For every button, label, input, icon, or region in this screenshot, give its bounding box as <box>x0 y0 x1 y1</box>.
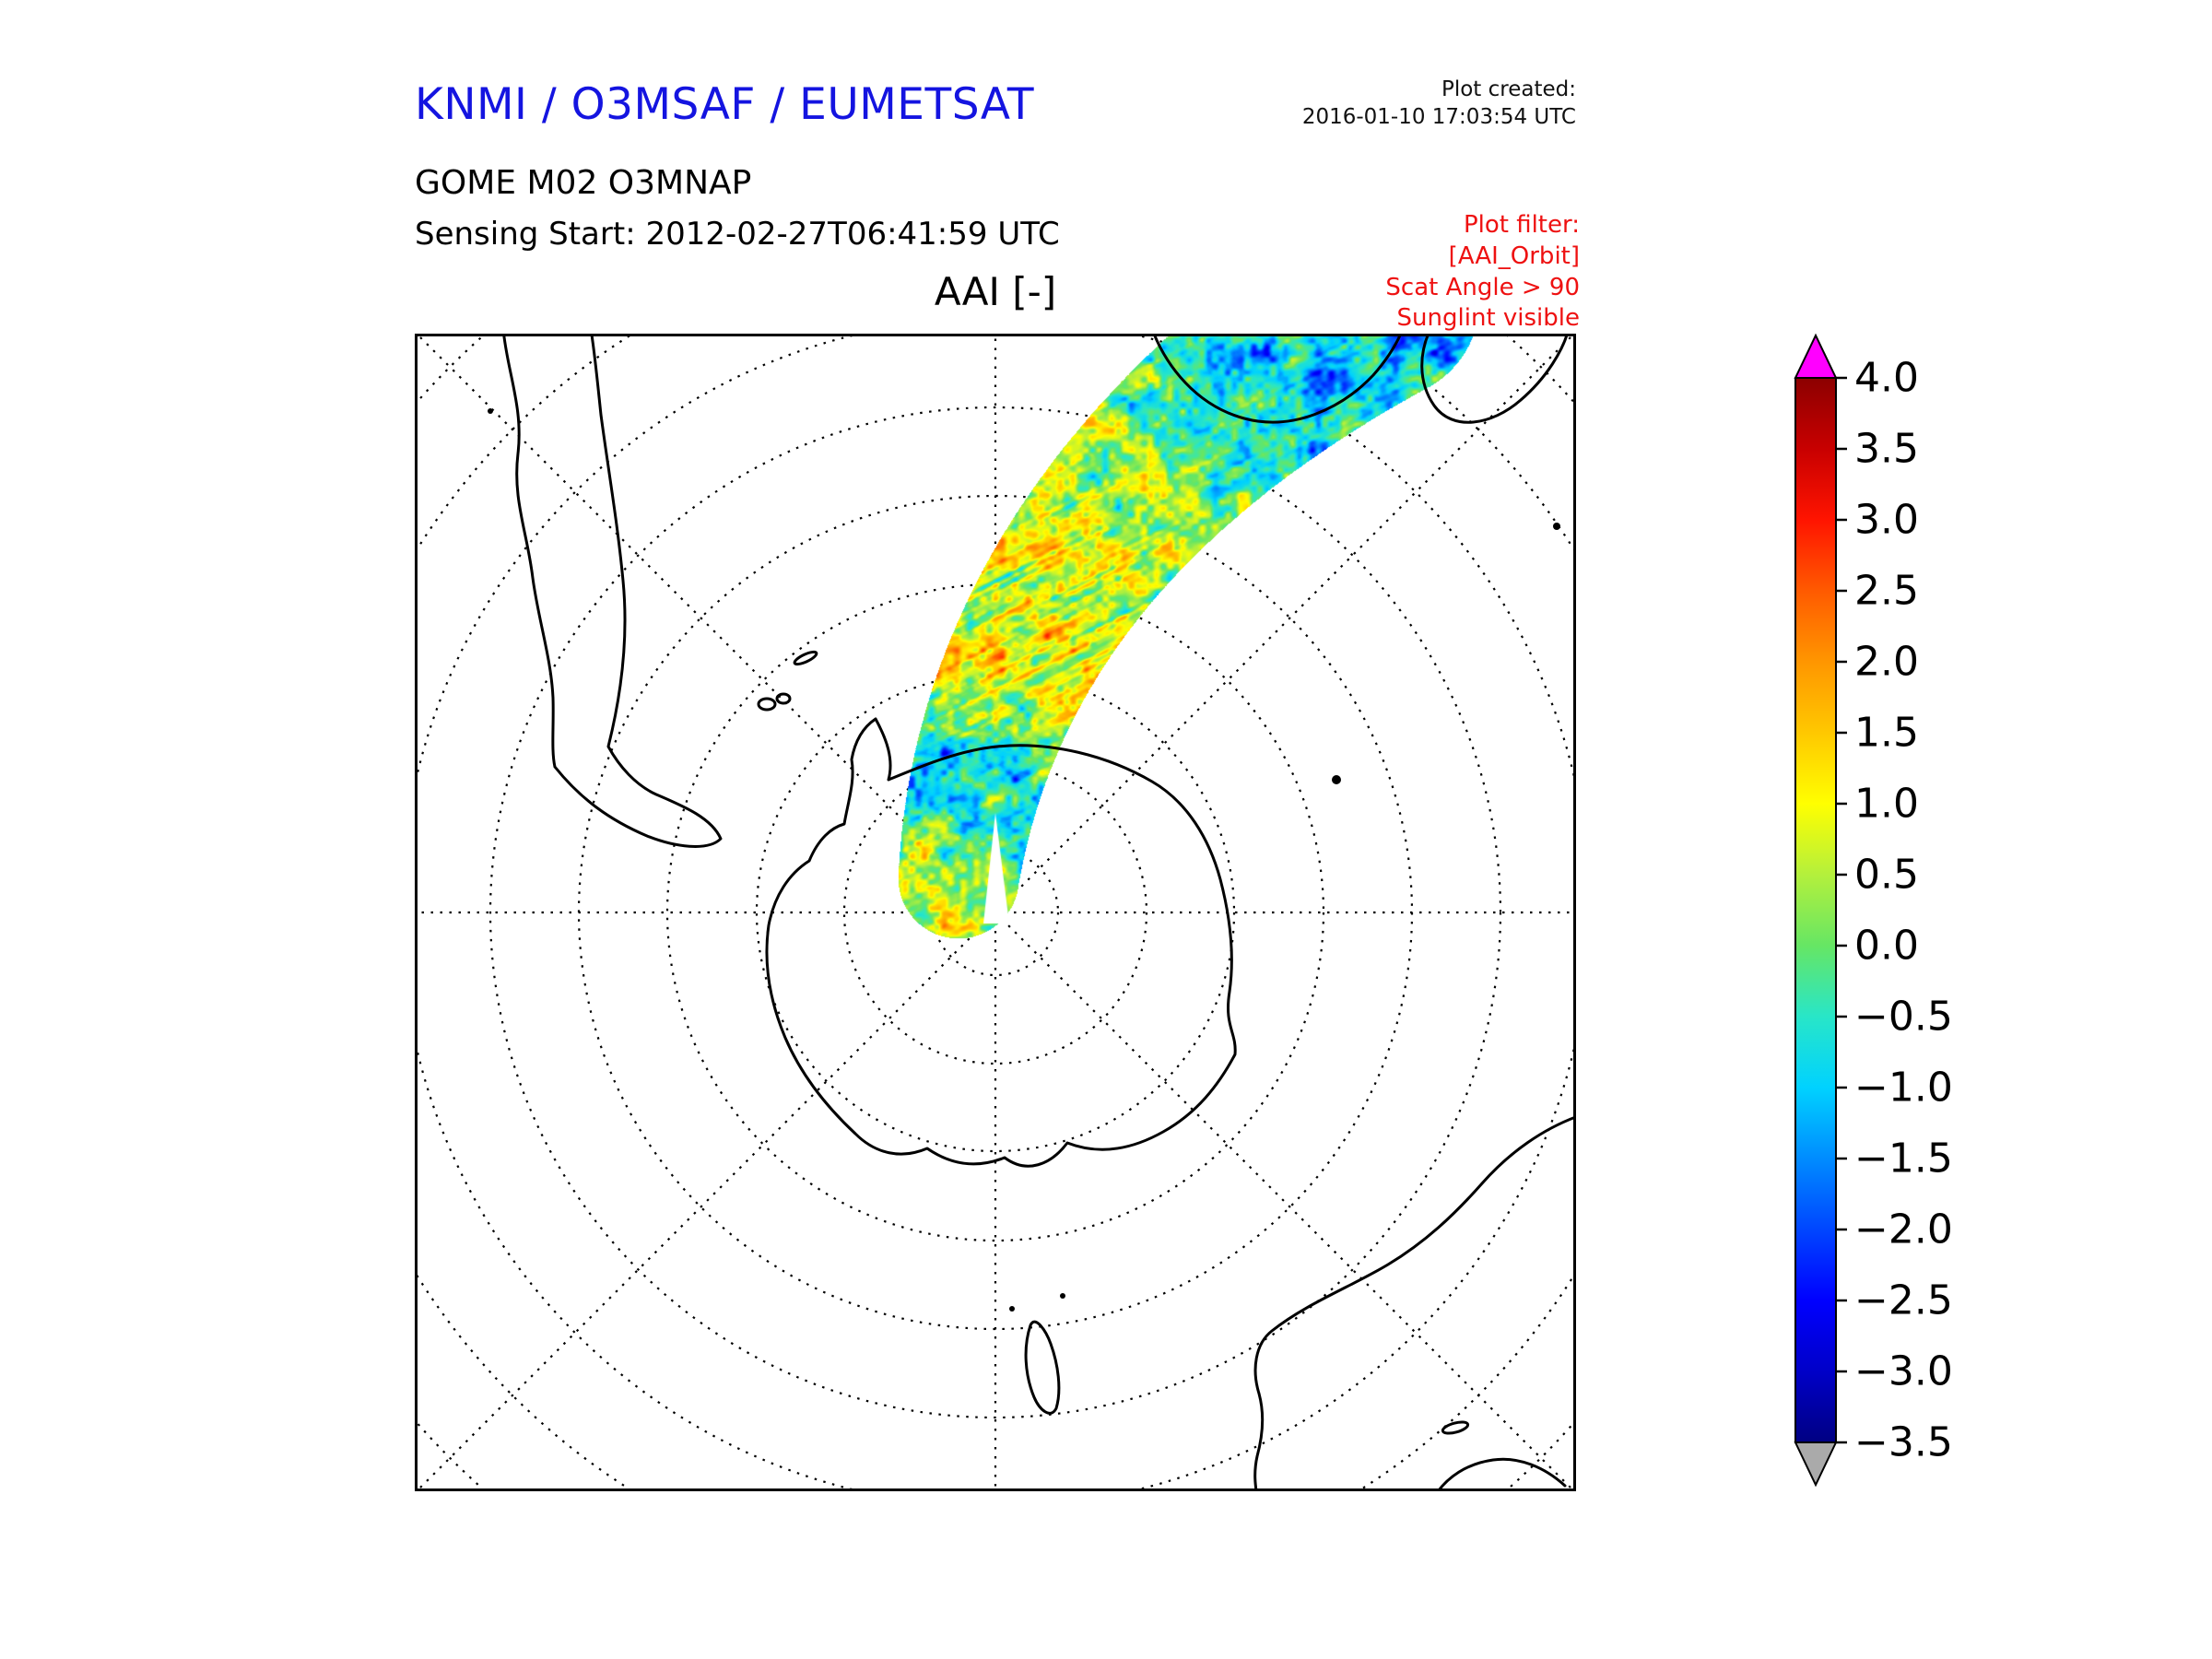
colorbar: 4.0 3.5 3.0 2.5 2.0 1.5 1.0 0.5 0.0 −0.5 −1.0 −1.5 −… <box>1794 333 1953 1488</box>
island-falkland <box>775 692 792 705</box>
colorbar-tick-label: 4.0 <box>1854 355 1919 402</box>
island-small <box>1553 523 1560 530</box>
instrument-line: GOME M02 O3MNAP <box>415 164 752 202</box>
colorbar-tick-label: −1.0 <box>1854 1065 1953 1112</box>
colorbar-tick-label: −2.5 <box>1854 1277 1953 1324</box>
coast-antarctica <box>765 717 1237 1168</box>
colorbar-tick-label: −1.5 <box>1854 1135 1953 1182</box>
map-frame <box>415 334 1576 1491</box>
plot-created-timestamp: 2016-01-10 17:03:54 UTC <box>1301 105 1576 130</box>
colorbar-tick-label: 3.5 <box>1854 426 1919 473</box>
island-falkland <box>757 697 777 712</box>
coast-australia-se <box>1436 1457 1567 1491</box>
coastlines <box>415 334 1576 1491</box>
plot-filter-line: Sunglint visible <box>1396 304 1580 333</box>
plot-created-block: Plot created: 2016-01-10 17:03:54 UTC <box>1302 76 1576 132</box>
plot-filter-block: Plot filter: [AAI_Orbit] Scat Angle > 90… <box>1385 210 1580 335</box>
colorbar-tick-label: −3.0 <box>1854 1348 1953 1395</box>
island-small <box>488 408 493 414</box>
colorbar-tick-label: 0.5 <box>1854 852 1919 899</box>
map-title: AAI [-] <box>934 269 1057 314</box>
island-kerguelen <box>1332 775 1341 784</box>
coast-africa <box>1152 334 1403 424</box>
colorbar-tick-label: −2.0 <box>1854 1206 1953 1253</box>
map-panel <box>415 334 1576 1491</box>
island-small <box>1009 1306 1015 1312</box>
colorbar-tick-label: −0.5 <box>1854 994 1953 1041</box>
coast-madagascar <box>1420 334 1570 424</box>
island-tasmania <box>1024 1320 1061 1415</box>
colorbar-tick-label: −3.5 <box>1854 1419 1953 1466</box>
colorbar-tick-label: 2.5 <box>1854 568 1919 615</box>
colorbar-tick-label: 0.0 <box>1854 923 1919 970</box>
colorbar-tick-label: 2.0 <box>1854 639 1919 686</box>
page-title: KNMI / O3MSAF / EUMETSAT <box>415 79 1035 130</box>
plot-filter-line: Scat Angle > 90 <box>1385 273 1580 301</box>
colorbar-tick-label: 1.0 <box>1854 781 1919 828</box>
coast-south-america <box>502 334 723 848</box>
colorbar-tick-label: 3.0 <box>1854 497 1919 544</box>
plot-filter-line: Plot filter: <box>1463 211 1580 239</box>
colorbar-tick-label: 1.5 <box>1854 710 1919 757</box>
swath-canvas <box>415 334 1576 1491</box>
island-small <box>1060 1293 1065 1299</box>
island-south-georgia <box>793 650 818 666</box>
coast-australia <box>1253 1115 1576 1491</box>
plot-filter-line: [AAI_Orbit] <box>1448 241 1580 270</box>
plot-created-label: Plot created: <box>1441 77 1576 101</box>
island-kangaroo <box>1441 1420 1470 1435</box>
sensing-start-line: Sensing Start: 2012-02-27T06:41:59 UTC <box>415 216 1060 253</box>
